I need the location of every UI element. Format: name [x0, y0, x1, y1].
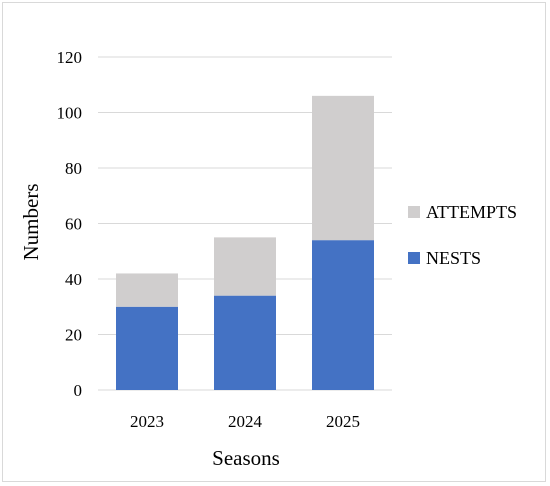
bar-attempts-2025 — [312, 95, 374, 241]
x-tick-label: 2024 — [228, 412, 263, 431]
y-tick-label: 60 — [65, 215, 82, 234]
y-tick-label: 40 — [65, 270, 82, 289]
bar-nests-2025 — [312, 240, 374, 390]
legend-label-nests: NESTS — [426, 248, 481, 268]
bar-nests-2024 — [214, 295, 276, 390]
bar-attempts-2024 — [214, 237, 276, 296]
y-tick-label: 20 — [65, 326, 82, 345]
bars — [116, 95, 374, 390]
x-axis-title: Seasons — [212, 446, 280, 470]
bar-attempts-2023 — [116, 273, 178, 307]
x-tick-label: 2023 — [130, 412, 164, 431]
legend: ATTEMPTS NESTS — [408, 202, 517, 268]
legend-swatch-attempts — [408, 206, 420, 218]
y-tick-label: 80 — [65, 159, 82, 178]
x-tick-labels: 2023 2024 2025 — [130, 412, 360, 431]
x-tick-label: 2025 — [326, 412, 360, 431]
y-axis-title: Numbers — [19, 184, 43, 261]
y-tick-labels: 0 20 40 60 80 100 120 — [57, 48, 83, 400]
legend-label-attempts: ATTEMPTS — [426, 202, 517, 222]
bar-nests-2023 — [116, 306, 178, 390]
y-tick-label: 100 — [57, 104, 83, 123]
y-tick-label: 0 — [74, 381, 83, 400]
legend-swatch-nests — [408, 252, 420, 264]
y-tick-label: 120 — [57, 48, 83, 67]
